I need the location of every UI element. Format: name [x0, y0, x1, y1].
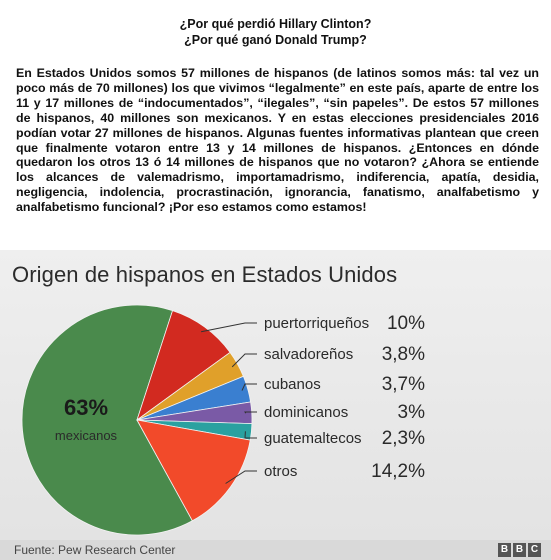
slice-label-value-mexicanos: 63% — [64, 395, 108, 420]
pie-slice-otros — [136, 419, 251, 522]
leader-line-otros — [225, 470, 257, 484]
slice-label-value-salvadoreños: 3,8% — [382, 344, 425, 365]
leader-line-guatemaltecos — [244, 431, 257, 439]
pie-slice-mexicanos — [21, 304, 193, 536]
slice-label-value-dominicanos: 3% — [398, 402, 426, 423]
slice-label-value-guatemaltecos: 2,3% — [382, 428, 425, 449]
slice-label-name-mexicanos: mexicanos — [55, 428, 118, 443]
bbc-logo: B B C — [498, 543, 541, 557]
leader-line-salvadoreños — [231, 353, 257, 368]
pie-slice-puertorriqueños — [136, 310, 231, 422]
bbc-logo-letter: B — [513, 543, 526, 557]
chart-title: Origen de hispanos en Estados Unidos — [12, 262, 398, 287]
pie-chart: 63% mexicanos puertorriqueños 10% salvadoreñ… — [21, 304, 426, 536]
leader-line-cubanos — [241, 383, 257, 391]
slice-label-name-guatemaltecos: guatemaltecos — [264, 430, 362, 447]
leader-line-puertorriqueños — [201, 322, 257, 333]
bbc-logo-letter: C — [528, 543, 541, 557]
slice-label-name-cubanos: cubanos — [264, 376, 321, 393]
slice-label-value-cubanos: 3,7% — [382, 374, 425, 395]
headline-question-2: ¿Por qué ganó Donald Trump? — [184, 33, 367, 47]
chart-panel: 63% mexicanos puertorriqueños 10% salvadoreñ… — [0, 250, 551, 560]
footer: Fuente: Pew Research Center B B C — [0, 540, 551, 560]
slice-label-name-salvadoreños: salvadoreños — [264, 346, 353, 363]
slice-label-name-otros: otros — [264, 463, 297, 480]
source-credit: Fuente: Pew Research Center — [14, 543, 176, 557]
slice-label-name-dominicanos: dominicanos — [264, 404, 348, 421]
body-paragraph: En Estados Unidos somos 57 millones de h… — [16, 66, 539, 215]
leader-line-dominicanos — [244, 411, 257, 414]
bbc-logo-letter: B — [498, 543, 511, 557]
slice-label-value-otros: 14,2% — [371, 461, 425, 482]
slice-label-value-puertorriqueños: 10% — [387, 313, 425, 334]
slice-label-name-puertorriqueños: puertorriqueños — [264, 315, 369, 332]
headline-question-1: ¿Por qué perdió Hillary Clinton? — [179, 17, 372, 31]
text-block: ¿Por qué perdió Hillary Clinton? ¿Por qu… — [0, 0, 551, 250]
